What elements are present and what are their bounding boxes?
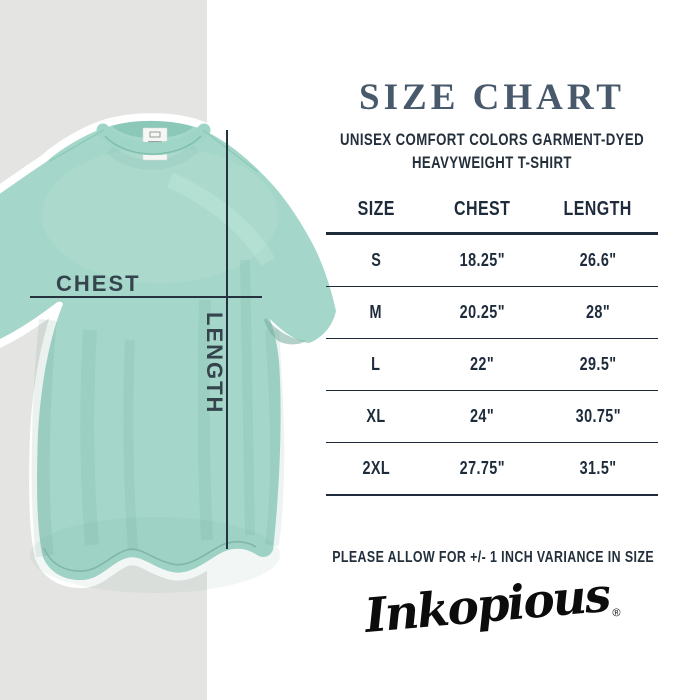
size-table-header: SIZE CHEST LENGTH (326, 186, 658, 235)
chest-label: CHEST (56, 271, 141, 296)
chest-cell: 18.25" (459, 250, 505, 270)
size-cell: M (369, 302, 383, 322)
chest-measure-line (30, 296, 262, 298)
table-row-xl: XL 24" 30.75" (326, 391, 658, 443)
size-chart-title: SIZE CHART (359, 77, 625, 118)
size-chart-subtitle: UNISEX COMFORT COLORS GARMENT-DYED HEAVY… (292, 129, 692, 175)
tshirt-silhouette (0, 113, 344, 589)
chest-cell: 27.75" (459, 458, 505, 478)
table-row-2xl: 2XL 27.75" 31.5" (326, 443, 658, 496)
brand-logo-text: Inkopious (362, 567, 612, 645)
brand-logo: Inkopious® (290, 561, 693, 651)
chest-cell: 22" (469, 354, 495, 374)
table-row-s: S 18.25" 26.6" (326, 235, 658, 287)
column-header-size: SIZE (357, 197, 395, 220)
tshirt-photo (0, 113, 344, 593)
size-cell: 2XL (362, 458, 390, 478)
subtitle-line-1: UNISEX COMFORT COLORS GARMENT-DYED (339, 131, 644, 149)
collar-band (96, 123, 211, 156)
size-cell: S (370, 250, 381, 270)
table-row-m: M 20.25" 28" (326, 287, 658, 339)
hem-stitch (43, 540, 257, 572)
size-cell: XL (366, 406, 386, 426)
size-table: SIZE CHEST LENGTH S 18.25" 26.6" M 20.25… (326, 186, 658, 496)
sleeve-cuff-fold (264, 318, 306, 345)
length-cell: 30.75" (575, 406, 621, 426)
column-header-chest: CHEST (453, 197, 511, 220)
chest-cell: 20.25" (459, 302, 505, 322)
size-cell: L (371, 354, 381, 374)
subtitle-line-2: HEAVYWEIGHT T-SHIRT (412, 154, 572, 172)
size-chart-panel: SIZE CHART UNISEX COMFORT COLORS GARMENT… (292, 0, 692, 700)
registered-trademark-icon: ® (611, 606, 622, 620)
table-row-l: L 22" 29.5" (326, 339, 658, 391)
length-cell: 26.6" (579, 250, 617, 270)
length-cell: 29.5" (579, 354, 617, 374)
length-cell: 28" (585, 302, 611, 322)
length-label: LENGTH (202, 312, 227, 415)
length-cell: 31.5" (579, 458, 617, 478)
variance-note: PLEASE ALLOW FOR +/- 1 INCH VARIANCE IN … (332, 549, 654, 566)
chest-cell: 24" (469, 406, 495, 426)
length-measure-line (226, 130, 228, 549)
column-header-length: LENGTH (563, 197, 633, 220)
